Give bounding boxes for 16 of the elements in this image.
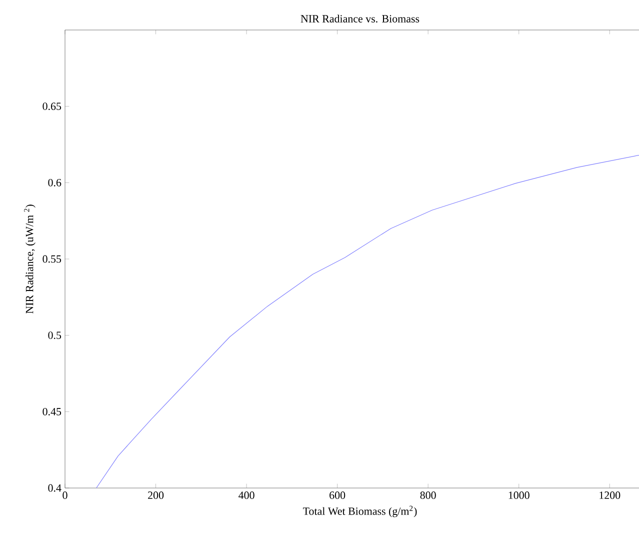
y-tick-label: 0.5 [48, 332, 62, 340]
x-tick-label: 1000 [508, 492, 530, 499]
x-tick-label: 200 [148, 492, 164, 499]
y-tick-label: 0.45 [42, 408, 62, 416]
chart-title: NIR Radiance vs. Biomass [300, 14, 420, 22]
x-axis-title: Total Wet Biomass (g/m$^{2}$) [303, 506, 417, 518]
y-axis-title: NIR Radiance, (uW/m $^{2}$) [24, 204, 36, 314]
y-tick-label: 0.6 [48, 178, 62, 186]
x-tick-label: 400 [238, 492, 254, 499]
y-tick-label: 0.65 [42, 102, 62, 110]
x-tick-label: 1200 [600, 492, 620, 499]
x-tick-label: 600 [330, 492, 346, 499]
x-tick-label: 0 [62, 492, 68, 499]
y-tick-label: 0.4 [48, 484, 62, 492]
x-tick-label: 800 [420, 492, 436, 499]
y-tick-label: 0.55 [42, 255, 62, 263]
